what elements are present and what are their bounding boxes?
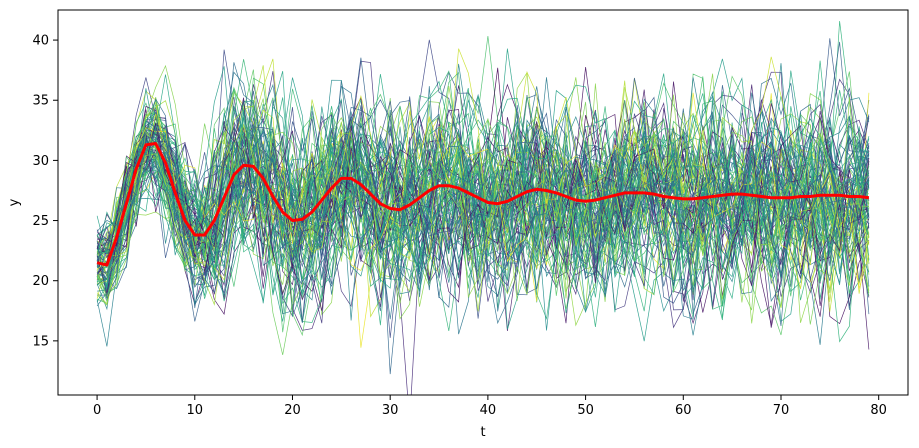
ensemble-series-line xyxy=(96,90,870,315)
y-axis-ticks: 15 20 25 30 35 40 xyxy=(32,34,58,349)
ensemble-series-line xyxy=(96,62,870,327)
ensemble-series-line xyxy=(96,77,869,345)
ensemble-lines xyxy=(96,21,870,395)
x-tick-label: 30 xyxy=(382,403,399,418)
x-tick-label: 60 xyxy=(675,403,692,418)
x-axis-ticks: 0 10 20 30 40 50 60 70 80 xyxy=(93,395,887,418)
x-tick-label: 80 xyxy=(870,403,887,418)
y-tick-label: 25 xyxy=(32,214,49,229)
ensemble-series-line xyxy=(96,126,870,350)
x-axis-label: t xyxy=(480,425,485,440)
x-tick-label: 20 xyxy=(284,403,301,418)
x-tick-label: 40 xyxy=(480,403,497,418)
ensemble-series-line xyxy=(96,93,870,307)
x-tick-label: 50 xyxy=(577,403,594,418)
ensemble-series-line xyxy=(96,99,869,331)
x-tick-label: 70 xyxy=(773,403,790,418)
ensemble-series-line xyxy=(97,38,870,304)
ensemble-series-line xyxy=(96,81,870,311)
y-tick-label: 40 xyxy=(32,34,49,49)
y-tick-label: 20 xyxy=(32,274,49,289)
y-tick-label: 15 xyxy=(32,334,49,349)
mean-series-line xyxy=(96,142,870,267)
ensemble-series-line xyxy=(96,71,870,284)
ensemble-series-line xyxy=(96,77,869,324)
plot-frame xyxy=(57,9,909,396)
ensemble-series-line xyxy=(96,112,870,306)
ensemble-series-line xyxy=(96,48,870,294)
ensemble-series-line xyxy=(97,87,870,312)
x-tick-label: 10 xyxy=(187,403,204,418)
y-axis-label: y xyxy=(7,198,22,206)
mean-line-group xyxy=(96,142,870,267)
x-tick-label: 0 xyxy=(93,403,101,418)
ensemble-series-line xyxy=(96,89,870,330)
ensemble-series-line xyxy=(96,92,870,302)
y-tick-label: 35 xyxy=(32,94,49,109)
ensemble-series-line xyxy=(96,60,870,283)
y-tick-label: 30 xyxy=(32,154,49,169)
